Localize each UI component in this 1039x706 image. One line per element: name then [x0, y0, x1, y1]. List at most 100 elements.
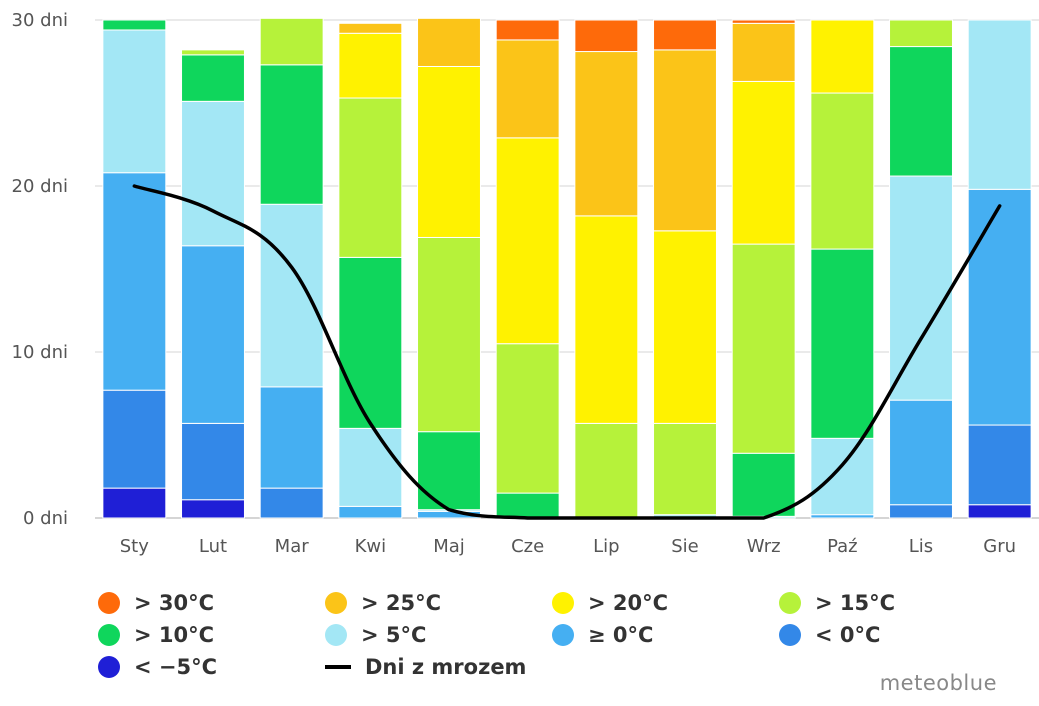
legend-item: < −5°C: [98, 655, 217, 679]
y-tick-label: 10 dni: [12, 342, 68, 363]
bar-segment: [653, 49, 717, 232]
legend-line-swatch: [325, 665, 351, 669]
bar-segment: [338, 427, 403, 507]
bar-stack-Lip: [574, 19, 639, 519]
y-tick-label: 30 dni: [12, 10, 68, 31]
bar-segment: [810, 248, 875, 439]
bar-segment: [338, 505, 403, 519]
legend-label: > 10°C: [134, 623, 215, 647]
bar-segment: [338, 256, 403, 429]
legend-label: < −5°C: [134, 655, 218, 679]
bar-segment: [889, 399, 953, 506]
x-tick-label: Cze: [511, 536, 544, 557]
frost-days-line-path: [132, 184, 1002, 520]
bar-stack-Kwi: [338, 22, 403, 519]
bar-segment: [810, 437, 875, 516]
legend-label: > 20°C: [588, 591, 669, 615]
bar-segment: [259, 386, 324, 489]
legend-label: > 30°C: [134, 591, 215, 615]
legend-item: < 0°C: [779, 623, 880, 647]
legend-label: < 0°C: [815, 623, 881, 647]
bar-segment: [259, 203, 324, 388]
bar-stack-Paź: [810, 19, 875, 519]
bar-segment: [181, 422, 245, 501]
y-tick-label: 0 dni: [23, 508, 68, 529]
bar-stack-Mar: [259, 17, 324, 519]
x-tick-label: Lis: [909, 536, 933, 557]
x-tick-label: Paź: [827, 536, 858, 557]
bar-segment: [889, 175, 953, 401]
bar-segment: [653, 19, 717, 51]
bar-segment: [181, 54, 245, 102]
bar-segment: [417, 17, 481, 67]
bar-stack-Sie: [653, 19, 717, 519]
bar-segment: [495, 492, 560, 519]
x-tick-label: Gru: [983, 536, 1016, 557]
legend-item: ≥ 0°C: [552, 623, 653, 647]
legend-item: > 20°C: [552, 591, 668, 615]
bar-stack-Cze: [495, 19, 560, 519]
bar-segment: [495, 137, 560, 345]
legend-item: > 15°C: [779, 591, 895, 615]
bar-segment: [102, 389, 167, 489]
bar-segment: [967, 424, 1032, 506]
x-tick-label: Sie: [671, 536, 699, 557]
legend-color-dot: [98, 592, 120, 614]
legend-label: Dni z mrozem: [365, 655, 527, 679]
legend-label: ≥ 0°C: [588, 623, 654, 647]
credit-meteoblue: meteoblue: [879, 671, 997, 695]
bar-segment: [731, 22, 796, 82]
bar-segment: [731, 19, 796, 24]
bar-segment: [259, 64, 324, 205]
bar-segment: [102, 19, 167, 31]
bar-segment: [181, 100, 245, 247]
y-tick-label: 20 dni: [12, 176, 68, 197]
y-axis: 0 dni 10 dni 20 dni 30 dni: [12, 10, 68, 529]
bar-segment: [181, 49, 245, 56]
frost-days-line: [132, 184, 1002, 520]
bar-segment: [259, 17, 324, 66]
legend-label: > 5°C: [361, 623, 427, 647]
bar-segment: [731, 80, 796, 245]
bar-segment: [967, 188, 1032, 426]
bar-segment: [653, 230, 717, 424]
legend-item: > 10°C: [98, 623, 214, 647]
legend-color-dot: [325, 592, 347, 614]
bar-segment: [889, 46, 953, 177]
legend-item: > 30°C: [98, 591, 214, 615]
bar-segment: [102, 172, 167, 391]
x-tick-label: Lut: [199, 536, 227, 557]
bar-segment: [574, 19, 639, 53]
bar-segment: [574, 422, 639, 519]
bar-segment: [889, 19, 953, 48]
legend-color-dot: [98, 624, 120, 646]
bar-stack-Gru: [967, 19, 1032, 519]
bar-segment: [338, 32, 403, 99]
legend-color-dot: [779, 592, 801, 614]
bar-segment: [338, 22, 403, 34]
bar-segment: [495, 343, 560, 494]
bar-segment: [181, 245, 245, 424]
legend-color-dot: [98, 656, 120, 678]
legend-color-dot: [552, 592, 574, 614]
x-tick-label: Wrz: [747, 536, 781, 557]
bar-stack-Wrz: [731, 19, 796, 519]
bar-segment: [574, 51, 639, 217]
bar-segment: [495, 19, 560, 41]
bar-segment: [653, 422, 717, 516]
bar-segment: [967, 19, 1032, 190]
bar-segment: [259, 487, 324, 519]
bar-segment: [417, 236, 481, 433]
x-tick-label: Kwi: [355, 536, 387, 557]
bar-stack-Sty: [102, 19, 167, 519]
legend-item: > 25°C: [325, 591, 441, 615]
bar-segment: [417, 431, 481, 511]
x-tick-label: Lip: [593, 536, 619, 557]
bar-segment: [810, 92, 875, 250]
bar-segment: [731, 452, 796, 517]
bar-stack-Lis: [889, 19, 953, 519]
legend-item: > 5°C: [325, 623, 426, 647]
bar-segment: [102, 29, 167, 174]
bar-segment: [338, 97, 403, 258]
bar-stack-Lut: [181, 49, 245, 519]
